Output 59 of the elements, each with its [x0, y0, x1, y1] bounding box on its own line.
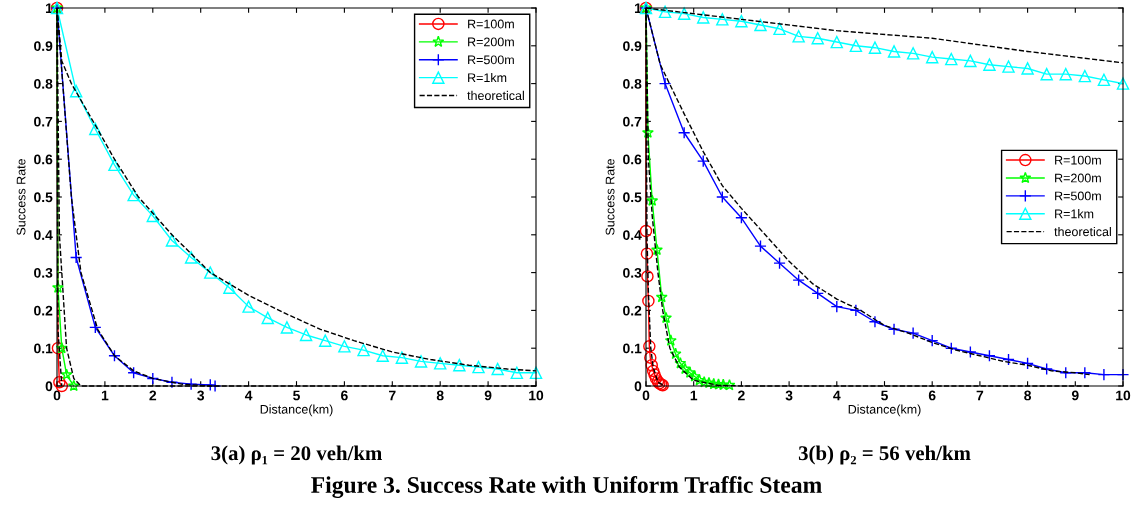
y-tick-label: 0.4	[623, 230, 642, 240]
y-tick-label: 0.8	[34, 78, 53, 89]
y-tick-label: 0.9	[623, 41, 642, 51]
x-tick-label: 2	[738, 390, 745, 401]
legend-label: R=100m	[468, 19, 514, 29]
y-tick-label: 0.6	[34, 154, 53, 165]
x-tick-label: 9	[484, 390, 492, 401]
y-tick-label: 0.3	[623, 267, 642, 278]
x-tick-label: 7	[389, 390, 396, 401]
x-tick-label: 0	[53, 390, 61, 401]
legend-label: R=500m	[1055, 191, 1101, 201]
x-tick-label: 1	[101, 390, 109, 401]
x-tick-label: 0	[642, 390, 650, 401]
x-tick-label: 8	[436, 390, 444, 401]
y-tick-label: 0.4	[34, 230, 53, 240]
legend-label: R=200m	[468, 37, 514, 47]
x-tick-label: 10	[529, 390, 544, 401]
legend-label: theoretical	[467, 90, 524, 101]
y-tick-label: 0.7	[623, 116, 642, 127]
y-tick-label: 0.5	[34, 192, 53, 203]
text: 3(b) ρ₂ = 56 veh/km	[798, 445, 971, 465]
x-tick-label: 4	[833, 390, 841, 401]
x-axis-title: Distance(km)	[848, 404, 921, 417]
legend-label: theoretical	[1054, 226, 1111, 237]
x-tick-label: 9	[1071, 390, 1079, 401]
x-tick-label: 2	[149, 390, 157, 401]
legend-label: R=200m	[1055, 173, 1101, 183]
y-axis-title: Success Rate	[16, 159, 26, 235]
y-tick-label: 0.2	[623, 305, 642, 316]
y-axis-title: Success Rate	[605, 159, 615, 235]
x-tick-label: 6	[341, 390, 348, 401]
y-tick-label: 0.7	[34, 116, 53, 127]
x-tick-label: 3	[785, 390, 793, 401]
legend-label: R=1km	[1055, 209, 1094, 219]
y-tick-label: 0.6	[623, 154, 642, 165]
legend-label: R=100m	[1055, 155, 1101, 165]
y-tick-label: 0.5	[623, 192, 642, 203]
legend-label: R=500m	[468, 55, 514, 65]
x-tick-label: 6	[928, 390, 936, 401]
x-tick-label: 8	[1024, 390, 1032, 401]
x-axis-title: Distance(km)	[260, 404, 333, 417]
caption: Figure 3. Success Rate with Uniform Traffic Steam	[311, 476, 822, 498]
x-tick-label: 10	[1116, 390, 1131, 401]
x-tick-label: 4	[244, 390, 253, 401]
y-tick-label: 0.1	[34, 343, 53, 354]
x-tick-label: 5	[293, 390, 300, 401]
y-tick-label: 0.2	[34, 305, 53, 316]
y-tick-label: 0.8	[623, 78, 642, 89]
legend-label: R=1km	[468, 72, 507, 83]
y-tick-label: 0	[45, 381, 53, 392]
y-tick-label: 0	[634, 381, 642, 392]
y-tick-label: 0.9	[34, 41, 53, 51]
x-tick-label: 3	[197, 390, 205, 401]
x-tick-label: 5	[881, 390, 888, 401]
y-tick-label: 0.3	[34, 267, 53, 278]
x-tick-label: 1	[690, 390, 698, 401]
x-tick-label: 7	[976, 390, 984, 401]
text: 3(a) ρ₁ = 20 veh/km	[211, 445, 382, 465]
y-tick-label: 0.1	[623, 343, 642, 354]
